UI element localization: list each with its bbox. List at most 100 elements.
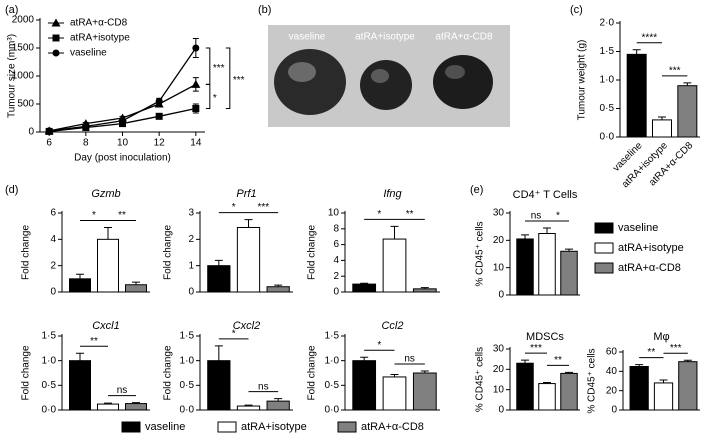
significance-label: *: [556, 211, 560, 222]
y-tick-label: 1·0: [180, 355, 195, 366]
photo: [268, 25, 510, 127]
panel-label: (c): [570, 4, 583, 16]
chart-title: MDSCs: [526, 331, 564, 343]
significance-label: *: [92, 210, 96, 221]
significance-label: **: [406, 209, 414, 220]
y-tick-label: 1·0: [600, 75, 615, 86]
y-tick-label: 1·5: [42, 331, 57, 342]
legend-label: atRA+isotype: [241, 421, 307, 433]
bar: [516, 238, 534, 296]
bar: [412, 288, 437, 293]
bar: [125, 284, 147, 293]
bar: [266, 400, 290, 411]
significance-label: *: [232, 329, 236, 340]
error-bar: [632, 49, 641, 55]
chart-title: Prf1: [236, 188, 256, 200]
bar: [382, 376, 407, 411]
photo-label: atRA+α-CD8: [435, 32, 493, 43]
y-tick-label: 4: [333, 255, 339, 266]
legend-marker: [52, 34, 60, 42]
bar: [516, 362, 534, 411]
legend-label: atRA+isotype: [70, 33, 130, 44]
data-point: [45, 127, 53, 135]
bar: [207, 360, 231, 411]
y-tick-label: 1000: [12, 71, 35, 82]
bar: [236, 226, 261, 293]
significance-label: **: [90, 336, 98, 347]
data-point: [191, 79, 201, 88]
bar: [97, 238, 119, 293]
y-tick-label: 3: [188, 208, 194, 219]
significance-label: ***: [233, 75, 245, 86]
y-tick-label: 6: [50, 208, 56, 219]
bar: [69, 360, 91, 411]
y-tick-label: 20: [493, 235, 505, 246]
y-tick-label: 0·5: [325, 380, 340, 391]
y-tick-label: 0·5: [42, 380, 57, 391]
error-bar: [76, 273, 84, 279]
x-tick-label: 10: [117, 138, 129, 149]
y-tick-label: 30: [493, 208, 505, 219]
y-tick-label: 6: [333, 239, 339, 250]
bar: [652, 119, 672, 138]
bar: [538, 233, 556, 296]
photo-label: atRA+isotype: [355, 32, 415, 43]
y-axis-label: Fold change: [307, 225, 318, 280]
y-axis-label: Fold change: [307, 345, 318, 400]
y-tick-label: 0·0: [600, 132, 615, 143]
y-tick-label: 1·0: [325, 355, 340, 366]
significance-bracket: [205, 83, 211, 109]
bar: [678, 361, 698, 411]
y-axis-label: % CD45⁺ cells: [475, 347, 486, 412]
y-axis-label: Tumour weight (g): [577, 40, 588, 121]
y-tick-label: 40: [606, 366, 618, 377]
chart-title: Cxcl1: [92, 320, 120, 332]
y-tick-label: 2: [50, 260, 56, 271]
y-axis-label: % CD45⁺ cells: [587, 348, 598, 413]
legend-marker: [51, 18, 61, 27]
data-point: [82, 122, 90, 130]
panel-label: (d): [5, 184, 18, 196]
data-point: [155, 97, 163, 105]
panel-label: (e): [470, 184, 483, 196]
chart-title: Mφ: [653, 331, 669, 343]
error-bar: [244, 219, 253, 228]
error-bar: [360, 356, 369, 361]
bar: [69, 278, 91, 293]
error-bar: [214, 259, 223, 266]
significance-label: ***: [257, 202, 269, 213]
bar: [125, 403, 147, 411]
legend-label: vaseline: [70, 48, 107, 59]
significance-label: ns: [258, 381, 269, 392]
legend-swatch: [121, 421, 141, 433]
y-axis-label: Fold change: [21, 225, 32, 280]
significance-label: ns: [531, 211, 542, 222]
significance-label: **: [554, 355, 562, 366]
error-bar: [104, 226, 112, 240]
y-tick-label: 0·0: [42, 405, 57, 416]
y-tick-label: 0·0: [180, 405, 195, 416]
significance-label: **: [647, 347, 655, 358]
y-tick-label: 0: [188, 287, 194, 298]
y-axis-label: Fold change: [163, 345, 174, 400]
y-tick-label: 1500: [12, 43, 35, 54]
legend-label: atRA+α-CD8: [70, 18, 128, 29]
error-bar: [521, 234, 529, 239]
x-tick-label: 6: [46, 138, 52, 149]
error-bar: [390, 225, 399, 240]
bar: [677, 85, 698, 138]
y-tick-label: 1·0: [42, 355, 57, 366]
significance-label: ***: [669, 65, 681, 76]
error-bar: [543, 227, 551, 234]
bar: [97, 403, 119, 411]
y-tick-label: 0: [498, 405, 504, 416]
bar: [560, 250, 578, 296]
significance-bracket: [225, 47, 231, 109]
bar: [629, 366, 649, 411]
bar: [352, 360, 377, 411]
chart-title: Cxcl2: [233, 320, 261, 332]
y-tick-label: 0·5: [180, 380, 195, 391]
panel-label: (b): [258, 4, 271, 16]
bar: [236, 405, 261, 411]
bar: [207, 265, 231, 293]
